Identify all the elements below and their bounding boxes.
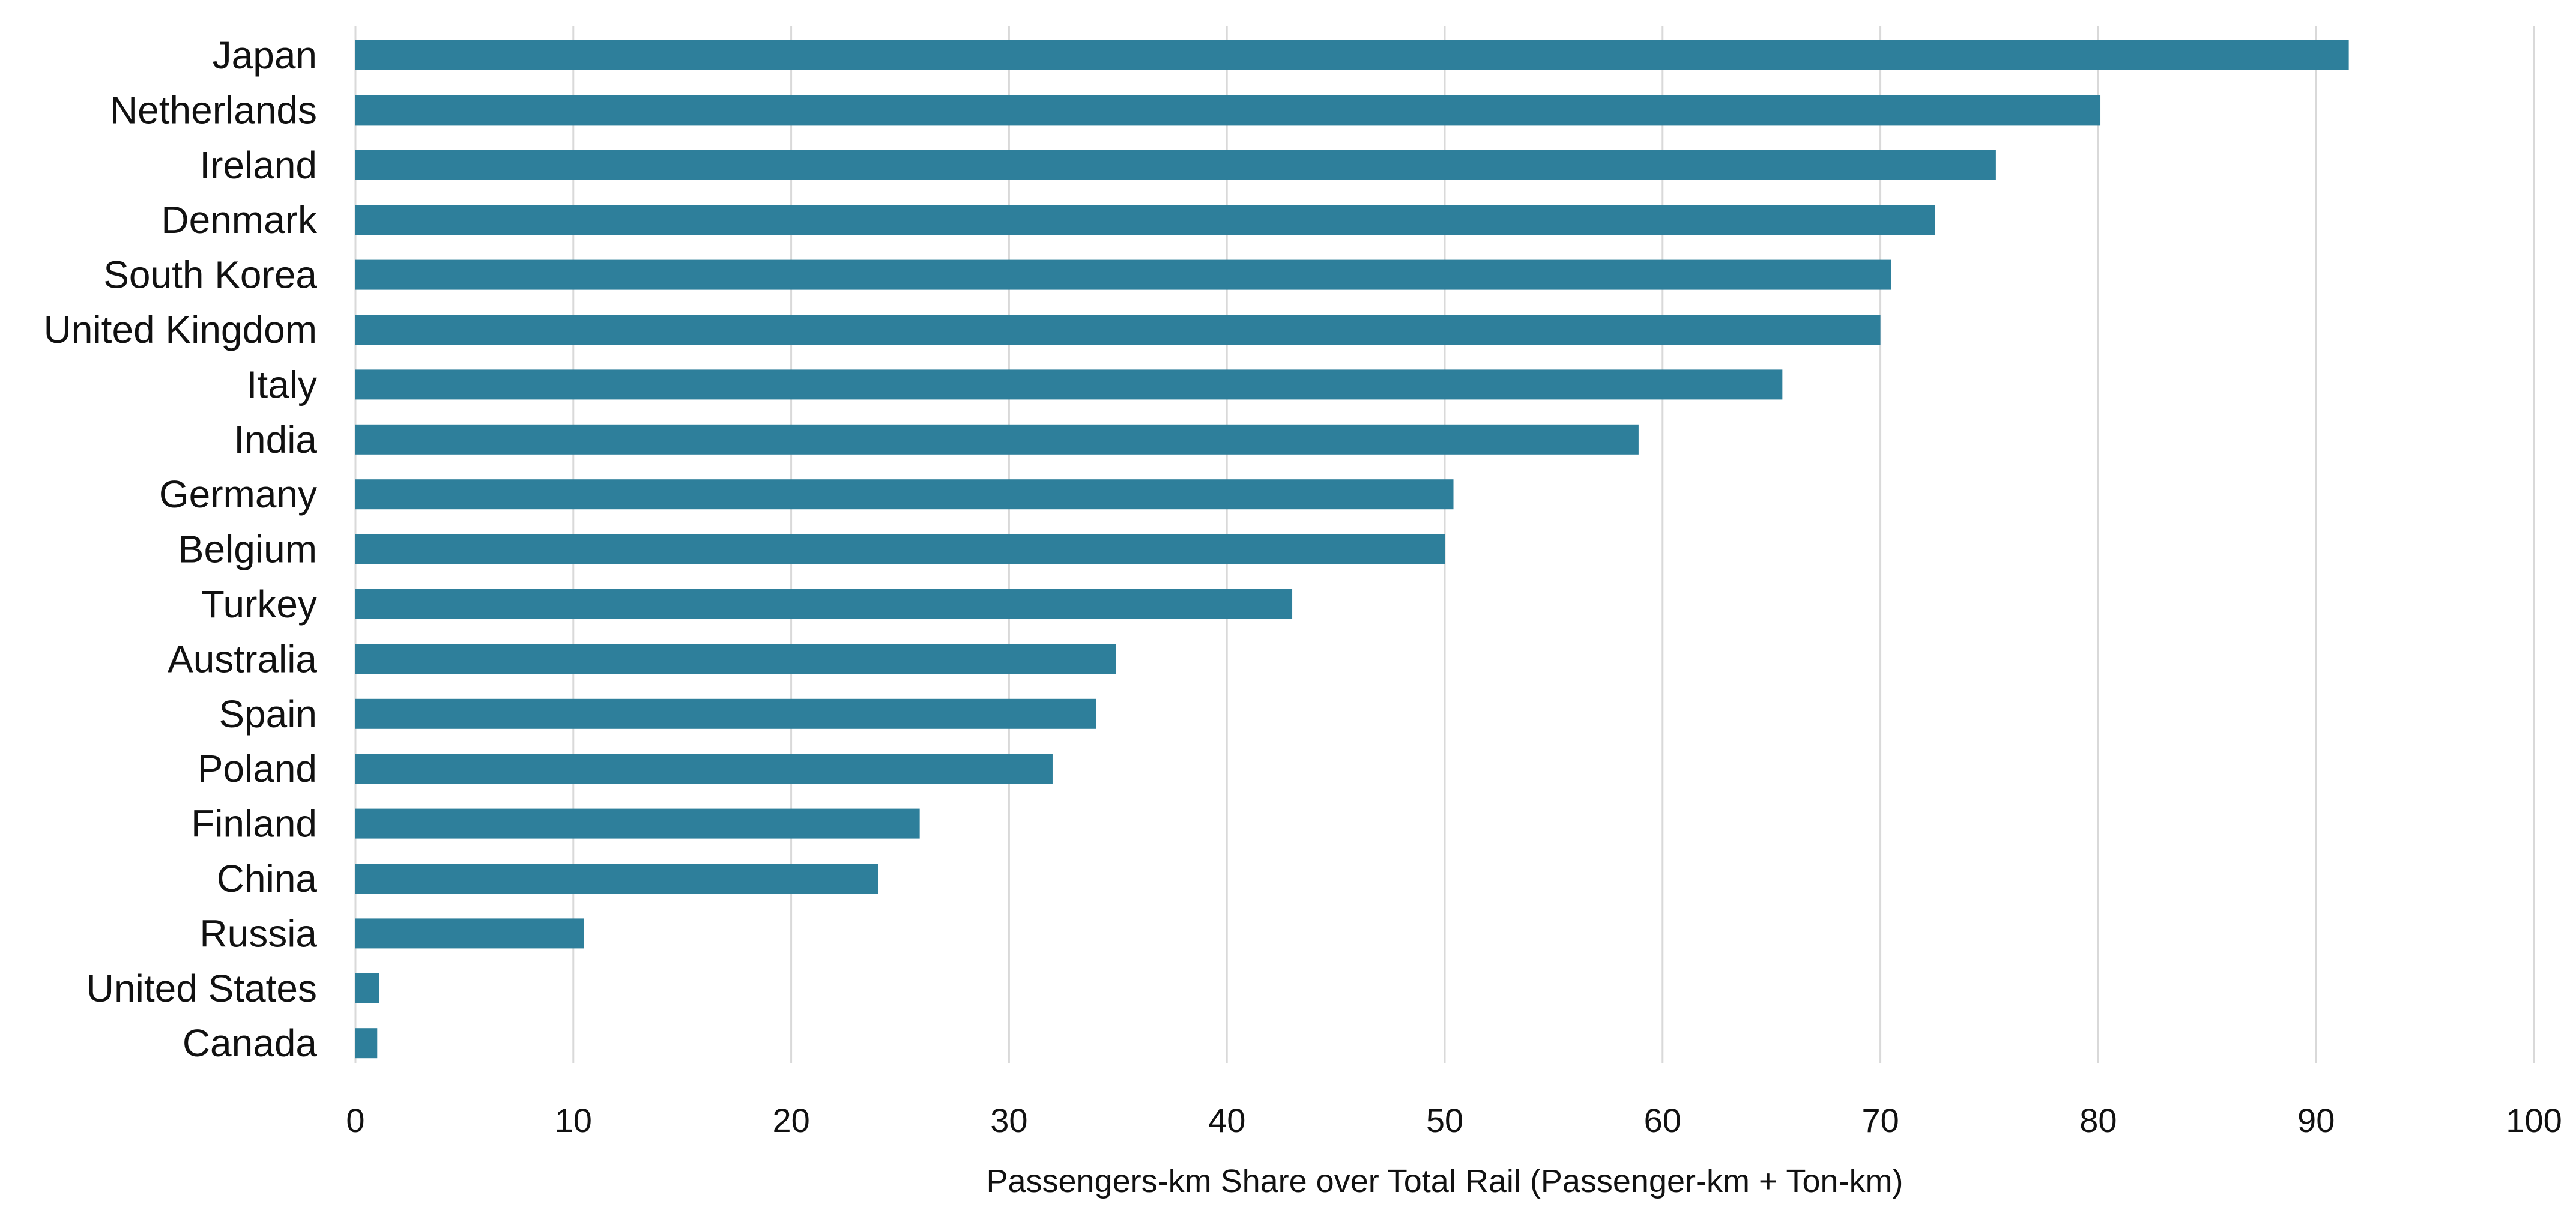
x-tick-label-30: 30 [990, 1101, 1027, 1139]
x-tick-label-40: 40 [1208, 1101, 1245, 1139]
x-tick-label-10: 10 [555, 1101, 592, 1139]
bar-turkey [355, 589, 1293, 619]
bar-canada [355, 1028, 378, 1059]
bar-japan [355, 40, 2349, 70]
bar-south-korea [355, 259, 1891, 290]
bar-netherlands [355, 95, 2101, 126]
category-label-germany: Germany [159, 473, 317, 516]
bar-united-kingdom [355, 315, 1881, 345]
category-label-china: China [217, 857, 318, 900]
category-label-poland: Poland [198, 747, 317, 790]
category-label-spain: Spain [219, 692, 317, 736]
bar-germany [355, 479, 1454, 510]
bar-belgium [355, 534, 1445, 564]
category-label-south-korea: South Korea [103, 253, 317, 297]
category-labels: Japan Netherlands Ireland Denmark South Kore… [44, 34, 318, 1065]
category-label-belgium: Belgium [178, 528, 317, 571]
x-tick-label-80: 80 [2079, 1101, 2117, 1139]
bar-layer [355, 40, 2349, 1059]
category-label-italy: Italy [247, 363, 317, 406]
bar-ireland [355, 150, 1996, 180]
x-tick-label-0: 0 [346, 1101, 364, 1139]
bar-australia [355, 644, 1116, 674]
bar-spain [355, 698, 1096, 729]
bar-poland [355, 754, 1053, 784]
bar-india [355, 424, 1639, 455]
category-label-india: India [234, 418, 317, 461]
bar-china [355, 864, 878, 894]
x-axis-title: Passengers-km Share over Total Rail (Pas… [986, 1163, 1903, 1199]
x-tick-label-20: 20 [772, 1101, 809, 1139]
category-label-denmark: Denmark [161, 198, 318, 241]
category-label-turkey: Turkey [201, 582, 317, 626]
category-label-canada: Canada [183, 1021, 318, 1065]
x-tick-label-60: 60 [1644, 1101, 1681, 1139]
bar-united-states [355, 973, 379, 1003]
category-label-russia: Russia [199, 912, 317, 955]
category-label-ireland: Ireland [199, 144, 317, 187]
x-tick-label-100: 100 [2506, 1101, 2562, 1139]
bar-finland [355, 808, 920, 839]
category-label-united-states: United States [86, 967, 317, 1010]
x-axis-ticks: 0 10 20 30 40 50 60 70 80 90 100 [346, 1101, 2562, 1139]
x-tick-label-70: 70 [1861, 1101, 1899, 1139]
bar-italy [355, 369, 1783, 400]
bar-russia [355, 918, 584, 949]
category-label-united-kingdom: United Kingdom [44, 308, 317, 351]
x-tick-label-90: 90 [2297, 1101, 2335, 1139]
category-label-japan: Japan [213, 34, 317, 77]
category-label-australia: Australia [168, 637, 317, 680]
category-label-netherlands: Netherlands [110, 88, 317, 132]
bar-denmark [355, 205, 1935, 235]
category-label-finland: Finland [191, 802, 317, 846]
x-tick-label-50: 50 [1426, 1101, 1463, 1139]
